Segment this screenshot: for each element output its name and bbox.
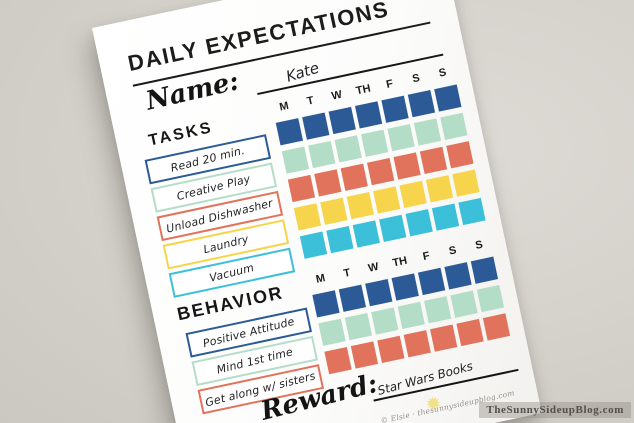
grid-square: [425, 175, 454, 203]
grid-square: [397, 301, 425, 330]
grid-square: [446, 141, 474, 169]
grid-square: [308, 140, 336, 169]
grid-square: [318, 318, 346, 346]
grid-square: [360, 129, 389, 157]
day-header-cell: S: [447, 244, 458, 258]
reward-value: Star Wars Books: [375, 358, 475, 398]
name-value: Kate: [283, 58, 322, 86]
grid-square: [413, 118, 442, 146]
grid-square: [281, 146, 310, 174]
grid-square: [405, 209, 433, 237]
day-header-cell: TH: [391, 254, 409, 270]
grid-square: [450, 290, 478, 318]
day-header-cell: TH: [354, 82, 372, 98]
grid-square: [434, 84, 462, 112]
grid-square: [350, 341, 379, 369]
grid-square: [482, 313, 511, 341]
grid-square: [326, 225, 354, 254]
grid-square: [275, 118, 304, 146]
grid-square: [346, 191, 374, 220]
grid-square: [377, 335, 405, 364]
day-header-cell: W: [367, 260, 380, 275]
tasks-grid: M T W TH F S S: [271, 64, 486, 259]
grid-square: [371, 307, 399, 335]
grid-square: [287, 174, 316, 203]
grid-square: [476, 284, 505, 313]
tasks-header: TASKS: [147, 119, 215, 150]
grid-square: [458, 197, 486, 226]
chore-chart-paper: DAILY EXPECTATIONS Name: Kate TASKS Read…: [92, 0, 542, 423]
row-label-text: Laundry: [201, 232, 250, 257]
grid-square: [419, 146, 448, 175]
grid-square: [424, 296, 452, 324]
grid-square: [302, 112, 330, 140]
grid-square: [430, 324, 458, 352]
grid-square: [354, 101, 383, 129]
grid-square: [373, 186, 401, 214]
grid-square: [391, 273, 419, 301]
grid-square: [407, 90, 436, 118]
day-header-cell: M: [314, 272, 327, 286]
grid-square: [314, 169, 342, 197]
grid-square: [352, 220, 380, 248]
grid-square: [340, 163, 368, 191]
grid-square: [431, 203, 460, 231]
day-header-cell: T: [342, 266, 352, 280]
grid-square: [452, 169, 480, 197]
day-header-cell: S: [411, 72, 421, 86]
grid-square: [444, 262, 472, 290]
grid-square: [381, 95, 409, 123]
day-header-cell: F: [421, 249, 431, 264]
grid-square: [299, 231, 328, 259]
grid-square: [328, 106, 356, 135]
grid-square: [417, 267, 446, 296]
grid-square: [387, 124, 415, 152]
day-header-cell: F: [385, 77, 395, 91]
grid-square: [312, 290, 340, 318]
grid-square: [470, 256, 499, 284]
day-header-cell: T: [305, 94, 316, 108]
grid-square: [365, 279, 393, 307]
grid-square: [344, 312, 373, 341]
grid-square: [403, 330, 431, 358]
grid-square: [367, 157, 395, 186]
grid-square: [379, 214, 407, 242]
grid-square: [293, 203, 322, 231]
grid-square: [338, 284, 367, 312]
grid-square: [334, 135, 362, 163]
grid-square: [399, 180, 427, 209]
day-header-cell: W: [330, 88, 344, 103]
grid-square: [440, 112, 468, 141]
day-header-cell: S: [437, 66, 448, 80]
grid-square: [320, 197, 348, 225]
grid-square: [393, 152, 421, 180]
day-header-cell: M: [278, 99, 290, 114]
grid-square: [456, 318, 484, 347]
task-labels: Read 20 min. Creative Play Unload Dishwash…: [144, 134, 296, 298]
row-label-text: Vacuum: [208, 260, 256, 285]
grid-square: [324, 346, 352, 375]
day-header-cell: S: [474, 238, 484, 252]
watermark: TheSunnySideupBlog.com: [479, 402, 631, 418]
